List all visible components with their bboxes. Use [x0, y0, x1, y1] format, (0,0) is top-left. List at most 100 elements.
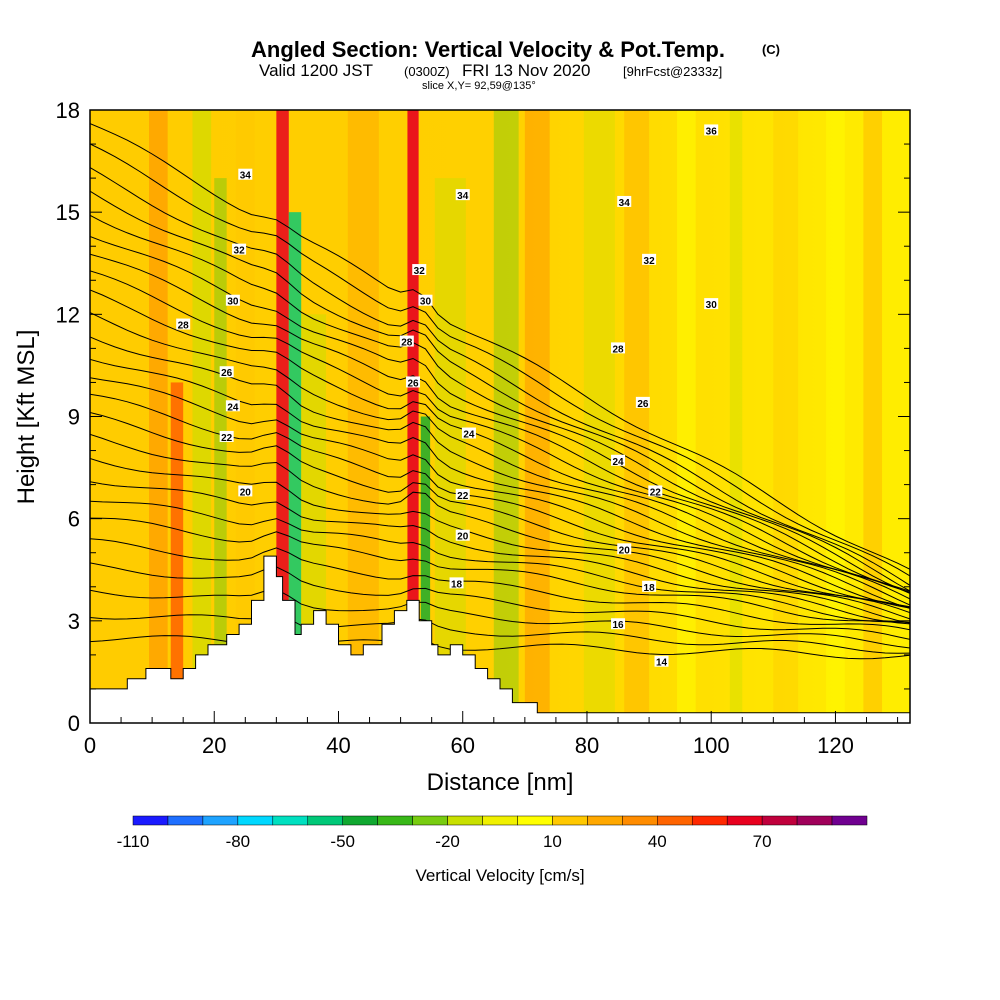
theta-label-text: 24 [463, 430, 475, 441]
theta-label-bg [642, 580, 657, 592]
theta-label: 32 [642, 253, 657, 267]
theta-label: 26 [219, 366, 234, 379]
theta-label-text: 22 [221, 433, 233, 444]
theta-contour-line [90, 481, 910, 625]
theta-label-bg [238, 485, 253, 497]
theta-label-text: 32 [234, 246, 246, 257]
theta-label-bg [219, 430, 234, 442]
theta-label-bg [642, 253, 657, 265]
colorbar-swatch [622, 815, 658, 826]
velocity-band [149, 110, 168, 723]
theta-label-text: 28 [401, 338, 413, 349]
colorbar-swatch [272, 815, 309, 826]
theta-label: 18 [642, 580, 657, 594]
theta-label: 20 [617, 543, 632, 556]
theta-label-text: 30 [420, 297, 432, 308]
theta-label-text: 26 [637, 399, 649, 410]
subtitle-valid-time: Valid 1200 JST [259, 61, 373, 80]
colorbar-swatch [552, 815, 588, 826]
colorbar-swatch [167, 815, 204, 826]
theta-label-bg [461, 427, 476, 439]
theta-label-text: 28 [178, 321, 190, 332]
theta-label-bg [219, 366, 234, 378]
theta-label: 34 [617, 195, 632, 209]
colorbar-swatch [587, 815, 623, 826]
theta-contour-line [90, 588, 910, 649]
velocity-field-bands [149, 110, 883, 723]
velocity-band [624, 110, 650, 723]
subtitle-date: FRI 13 Nov 2020 [462, 61, 591, 80]
theta-contour-line [90, 289, 910, 600]
colorbar-tick-label: 70 [753, 832, 772, 851]
colorbar-swatch [517, 815, 553, 826]
theta-label: 24 [461, 427, 476, 441]
theta-label-bg [455, 488, 470, 500]
theta-label-bg [449, 577, 464, 589]
theta-label-bg [399, 335, 414, 347]
y-tick-label: 0 [68, 711, 80, 736]
colorbar-tick-label: 10 [543, 832, 562, 851]
theta-label-text: 24 [227, 402, 239, 413]
velocity-band [677, 110, 696, 723]
theta-contour-line [90, 458, 910, 624]
theta-label-bg [418, 294, 433, 306]
x-tick-label: 0 [84, 733, 96, 758]
theta-contour-line [90, 214, 910, 594]
colorbar-swatch [796, 815, 833, 826]
theta-label-text: 26 [221, 368, 233, 379]
theta-label-bg [611, 342, 626, 354]
theta-label-bg [238, 168, 253, 180]
theta-label: 22 [648, 485, 663, 498]
colorbar: -110 -80 -50 -20 10 40 70 [117, 815, 868, 851]
colorbar-swatch [377, 815, 413, 826]
theta-label-text: 18 [451, 579, 463, 590]
colorbar-tick-label: 40 [648, 832, 667, 851]
theta-label: 16 [611, 618, 626, 631]
theta-label: 34 [455, 189, 470, 202]
terrain [90, 555, 910, 723]
theta-label-bg [406, 376, 421, 388]
theta-contour-line [90, 517, 910, 623]
theta-label: 28 [176, 318, 191, 332]
theta-label-bg [611, 618, 626, 630]
theta-label-text: 34 [619, 198, 631, 209]
theta-label-text: 16 [612, 620, 624, 631]
theta-label: 20 [455, 529, 470, 543]
velocity-band [420, 416, 431, 723]
y-tick-label: 15 [56, 200, 80, 225]
theta-contour-line [90, 433, 910, 620]
y-tick-label: 12 [56, 302, 80, 327]
theta-label: 22 [455, 488, 470, 502]
theta-label-text: 30 [227, 297, 239, 308]
theta-label: 20 [238, 485, 253, 498]
theta-contour-line [90, 167, 910, 586]
theta-label-bg [225, 294, 240, 306]
colorbar-swatch [237, 815, 274, 826]
colorbar-swatch [342, 815, 378, 826]
theta-contour-line [90, 270, 910, 594]
theta-label-bg [635, 396, 650, 408]
velocity-band [235, 110, 255, 723]
theta-label: 28 [611, 342, 626, 355]
theta-label-text: 18 [644, 583, 656, 594]
theta-contour-line [90, 412, 910, 614]
theta-label: 14 [654, 655, 669, 669]
theta-label: 36 [704, 124, 719, 137]
theta-label-text: 30 [706, 300, 718, 311]
theta-label-text: 34 [457, 191, 469, 202]
theta-label: 22 [219, 430, 234, 444]
theta-label: 26 [635, 396, 650, 410]
theta-label-text: 34 [240, 171, 252, 182]
velocity-band [773, 110, 799, 723]
theta-label: 26 [406, 376, 421, 389]
plot-area: 36 34 34 34 32 32 32 30 30 30 28 28 28 26 26 26 24 24 24 22… [90, 110, 910, 723]
x-tick-label: 40 [326, 733, 350, 758]
theta-label-bg [617, 195, 632, 207]
colorbar-swatch [691, 815, 728, 826]
theta-contour-line [90, 312, 910, 606]
theta-label-text: 22 [457, 491, 469, 502]
theta-label: 24 [611, 454, 626, 468]
theta-label-text: 28 [612, 344, 624, 355]
